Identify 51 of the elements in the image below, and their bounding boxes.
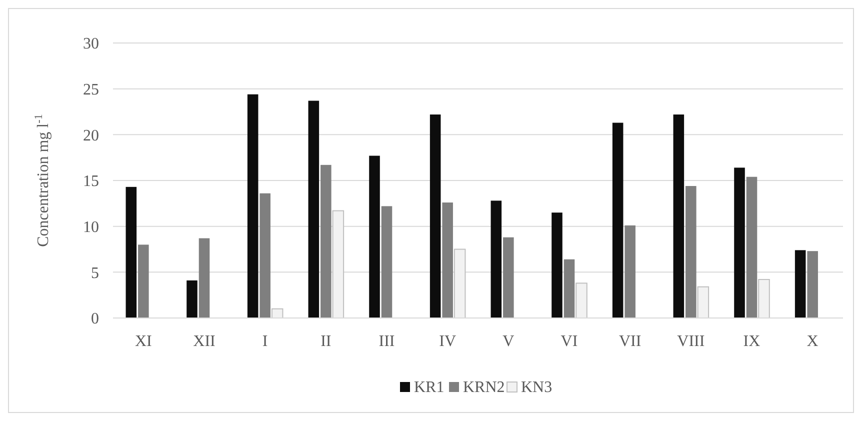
- y-tick-label: 0: [91, 310, 99, 328]
- bar: [758, 279, 770, 318]
- bar: [247, 94, 258, 318]
- x-tick-label: XII: [193, 333, 216, 350]
- bar: [490, 200, 502, 318]
- bar: [697, 286, 710, 318]
- bar: [332, 210, 344, 318]
- x-tick-label: VIII: [677, 333, 705, 350]
- bar: [624, 225, 636, 318]
- bar: [746, 176, 758, 318]
- x-tick-label: VII: [618, 333, 642, 350]
- legend-label: KN3: [521, 379, 552, 396]
- y-tick-label: 20: [83, 127, 99, 144]
- bar: [138, 244, 149, 318]
- legend-label: KRN2: [463, 379, 505, 396]
- bar: [794, 250, 806, 318]
- x-tick-label: IV: [439, 333, 456, 350]
- bar: [686, 186, 696, 318]
- bar: [503, 237, 514, 318]
- x-tick-label: X: [806, 333, 819, 350]
- bar: [260, 193, 270, 318]
- x-tick-label: II: [320, 333, 332, 350]
- bar: [186, 280, 198, 318]
- bar: [308, 100, 320, 318]
- y-tick-label: 15: [83, 173, 99, 190]
- bar: [734, 168, 745, 318]
- bar: [807, 251, 818, 318]
- bar: [320, 164, 332, 318]
- y-tick-label: 10: [83, 218, 99, 236]
- legend-label: KR1: [414, 379, 444, 396]
- bar: [126, 186, 137, 318]
- bar: [381, 206, 392, 318]
- bar: [576, 282, 588, 318]
- bar: [564, 259, 575, 318]
- x-tick-label: III: [378, 333, 395, 350]
- x-tick-label: I: [262, 333, 268, 350]
- y-tick-label: 5: [91, 264, 99, 282]
- bar: [454, 248, 466, 318]
- x-tick-label: V: [502, 333, 515, 350]
- x-tick-label: VI: [560, 333, 578, 350]
- y-tick-label: 25: [83, 81, 99, 98]
- bar: [442, 202, 453, 318]
- bar: [612, 122, 624, 318]
- bar: [198, 238, 210, 318]
- bar: [369, 156, 380, 318]
- x-tick-label: XI: [134, 333, 152, 350]
- bar: [673, 114, 684, 318]
- bar: [552, 212, 562, 318]
- y-tick-label: 30: [83, 36, 99, 53]
- bar: [430, 114, 441, 318]
- x-tick-label: IX: [743, 333, 761, 350]
